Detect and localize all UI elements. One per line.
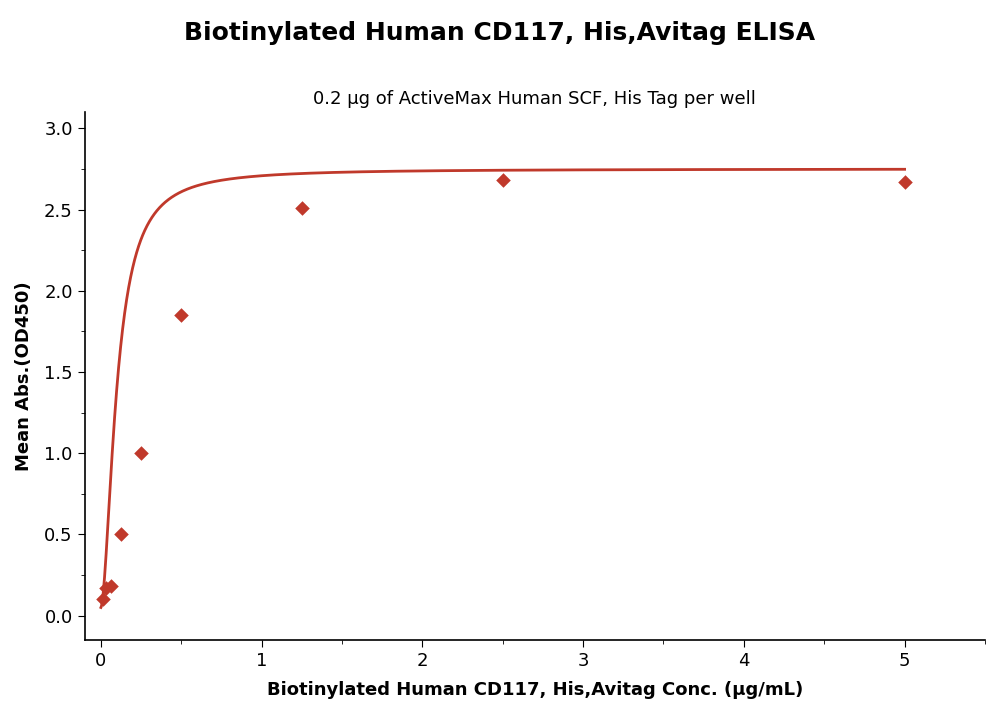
- Text: Biotinylated Human CD117, His,Avitag ELISA: Biotinylated Human CD117, His,Avitag ELI…: [184, 21, 816, 46]
- X-axis label: Biotinylated Human CD117, His,Avitag Conc. (μg/mL): Biotinylated Human CD117, His,Avitag Con…: [267, 681, 803, 699]
- Point: [897, 176, 913, 188]
- Point: [103, 580, 119, 592]
- Point: [113, 529, 129, 540]
- Point: [98, 583, 114, 594]
- Title: 0.2 μg of ActiveMax Human SCF, His Tag per well: 0.2 μg of ActiveMax Human SCF, His Tag p…: [313, 90, 756, 108]
- Y-axis label: Mean Abs.(OD450): Mean Abs.(OD450): [15, 281, 33, 471]
- Point: [294, 202, 310, 213]
- Point: [495, 174, 511, 186]
- Point: [133, 448, 149, 459]
- Point: [173, 309, 189, 321]
- Point: [95, 594, 111, 605]
